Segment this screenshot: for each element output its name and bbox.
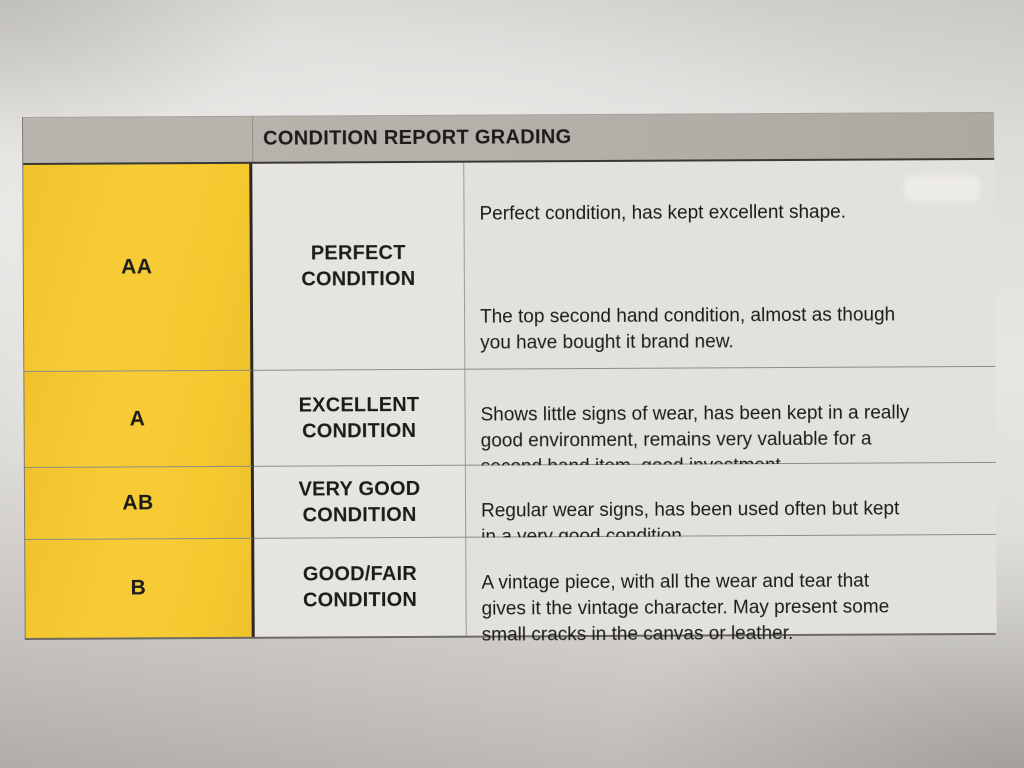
grade-cell-b: B (25, 538, 255, 638)
description-paragraph: Perfect condition, has kept excellent sh… (479, 201, 847, 225)
condition-cell-aa: PERFECT CONDITION (252, 162, 466, 371)
description-cell-a: Shows little signs of wear, has been kep… (465, 366, 996, 478)
description-paragraph: A vintage piece, with all the wear and t… (481, 570, 890, 646)
condition-cell-a: EXCELLENT CONDITION (253, 369, 466, 467)
table-title: CONDITION REPORT GRADING (263, 126, 572, 150)
table-header: CONDITION REPORT GRADING (23, 112, 995, 165)
grade-cell-aa: AA (23, 163, 254, 372)
condition-cell-ab: VERY GOOD CONDITION (253, 465, 467, 539)
grade-cell-ab: AB (24, 466, 255, 540)
description-cell-ab: Regular wear signs, has been used often … (465, 462, 997, 548)
whiteout-correction-patch (905, 176, 979, 201)
condition-cell-b: GOOD/FAIR CONDITION (254, 537, 467, 637)
description-cell-b: A vintage piece, with all the wear and t… (466, 534, 997, 646)
grade-cell-a: A (24, 370, 254, 468)
description-paragraph: The top second hand condition, almost as… (479, 304, 896, 354)
condition-grading-table: CONDITION REPORT GRADING AA PERFECT COND… (22, 111, 997, 646)
